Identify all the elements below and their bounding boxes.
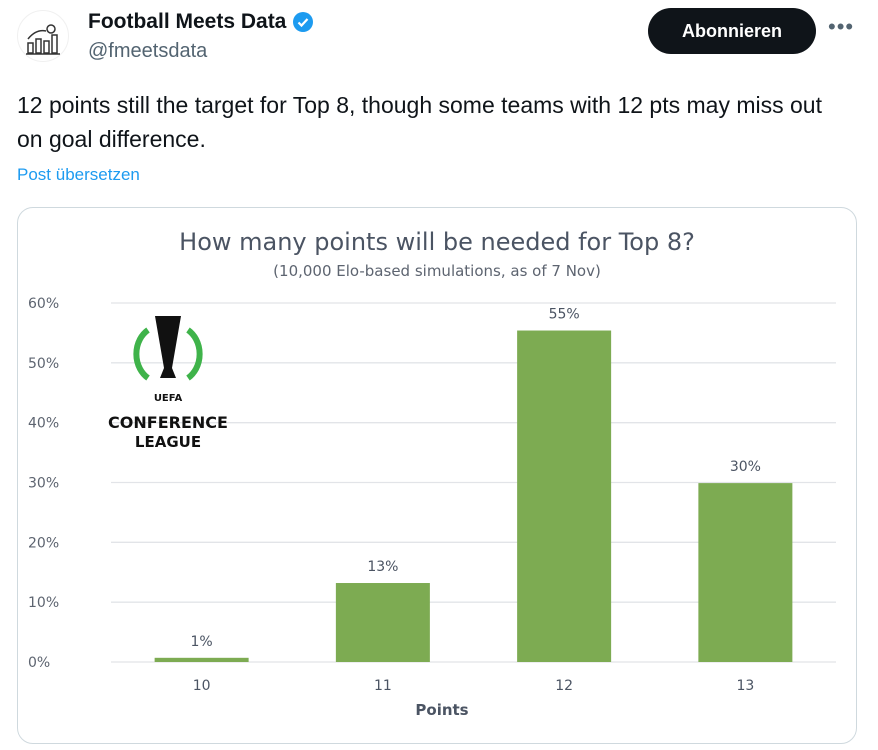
data-label: 13%	[367, 559, 398, 575]
bar-11	[335, 583, 430, 662]
y-tick-label: 20%	[28, 535, 59, 551]
author-handle[interactable]: @fmeetsdata	[88, 40, 208, 62]
translate-link[interactable]: Post übersetzen	[17, 165, 140, 184]
y-tick-label: 60%	[28, 296, 59, 312]
x-tick-label: 10	[193, 678, 211, 694]
post-text: 12 points still the target for Top 8, th…	[17, 92, 822, 152]
author-name-text: Football Meets Data	[88, 10, 287, 33]
x-axis-label: Points	[415, 701, 468, 719]
bar-13	[698, 483, 793, 662]
x-tick-label: 12	[555, 678, 573, 694]
logo-uefa: UEFA	[154, 393, 183, 404]
data-label: 55%	[549, 307, 580, 323]
avatar[interactable]	[17, 10, 69, 62]
verified-badge-icon	[293, 12, 314, 32]
bar-chart: How many points will be needed for Top 8…	[28, 228, 836, 719]
logo-line1: CONFERENCE	[108, 413, 228, 432]
logo-line2: LEAGUE	[135, 433, 201, 451]
x-tick-label: 11	[374, 678, 392, 694]
more-icon[interactable]: •••	[828, 14, 855, 39]
y-tick-label: 50%	[28, 356, 59, 372]
x-tick-label: 13	[736, 678, 754, 694]
chart-image[interactable]: How many points will be needed for Top 8…	[17, 207, 857, 744]
y-tick-label: 0%	[28, 655, 50, 671]
follow-button[interactable]: Abonnieren	[648, 8, 816, 54]
conference-league-logo: UEFA CONFERENCE LEAGUE	[108, 316, 228, 451]
y-tick-label: 30%	[28, 476, 59, 492]
data-label: 1%	[191, 634, 213, 650]
chart-football-icon	[26, 24, 60, 55]
author-name[interactable]: Football Meets Data	[88, 10, 314, 34]
y-tick-label: 40%	[28, 416, 59, 432]
data-label: 30%	[730, 459, 761, 475]
bar-12	[517, 330, 612, 662]
chart-subtitle: (10,000 Elo-based simulations, as of 7 N…	[273, 262, 601, 280]
y-tick-label: 10%	[28, 595, 59, 611]
chart-title: How many points will be needed for Top 8…	[179, 228, 695, 256]
bar-10	[154, 657, 249, 662]
